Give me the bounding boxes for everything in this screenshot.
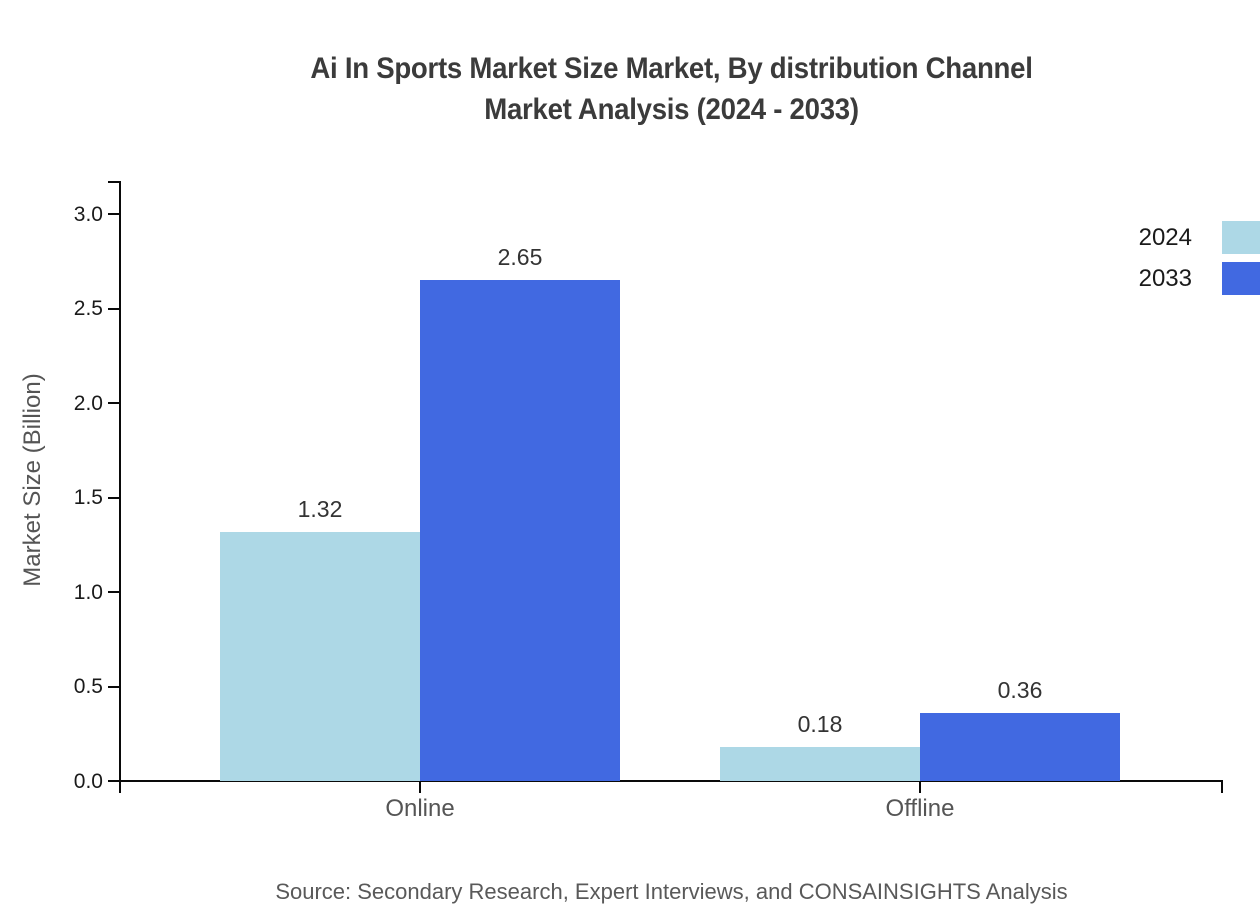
y-tick [108,780,121,782]
bar-offline-2024 [720,746,920,781]
bar-value-label: 1.32 [297,495,343,522]
chart-title: Ai In Sports Market Size Market, By dist… [164,48,1179,130]
legend-swatch-2024 [1222,221,1260,254]
y-tick-label: 0.0 [73,769,103,793]
x-axis-line [119,780,1223,782]
bar-value-label: 0.18 [797,710,843,737]
chart-title-line1: Ai In Sports Market Size Market, By dist… [310,52,1033,85]
bar-offline-2033 [920,712,1120,781]
bar-value-label: 0.36 [997,676,1043,703]
y-tick-label: 3.0 [73,202,103,226]
y-tick [108,591,121,593]
y-tick-label: 2.0 [73,391,103,415]
y-tick [108,307,121,310]
category-label-online: Online [385,795,455,822]
legend-swatch-2033 [1222,262,1260,295]
y-tick-label: 1.0 [73,580,103,604]
x-axis-right-cap [1221,781,1223,793]
chart-title-line2: Market Analysis (2024 - 2033) [484,93,859,126]
category-label-offline: Offline [885,795,955,822]
y-tick-label: 0.5 [73,675,103,698]
bar-online-2024 [220,531,420,781]
source-text: Source: Secondary Research, Expert Inter… [275,879,1068,904]
bar-value-label: 2.65 [497,244,543,271]
y-tick [108,213,121,215]
x-tick-offline [919,781,921,793]
y-tick-label: 1.5 [73,486,103,509]
y-axis-top-cap [108,181,121,183]
y-tick [108,496,121,499]
x-tick-online [419,781,421,793]
legend-label-2024: 2024 [1138,224,1192,251]
y-tick [108,402,121,404]
y-axis-line [119,181,121,782]
y-tick [108,685,121,688]
y-tick-label: 2.5 [73,297,103,320]
axis-corner-tick [119,782,121,793]
legend-label-2033: 2033 [1138,265,1192,292]
bar-online-2033 [420,280,620,781]
